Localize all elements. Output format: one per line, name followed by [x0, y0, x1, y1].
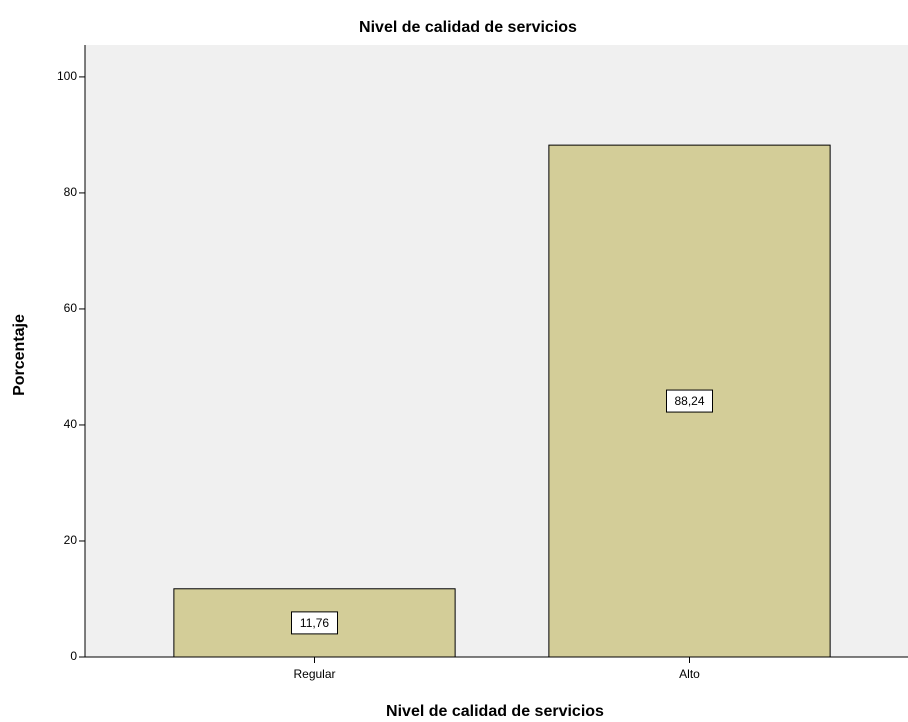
y-tick-label: 80 [64, 185, 78, 199]
y-tick-label: 20 [64, 533, 78, 547]
x-tick-label: Regular [293, 667, 335, 681]
x-axis-title: Nivel de calidad de servicios [386, 703, 604, 720]
y-tick-label: 100 [57, 69, 77, 83]
chart-title: Nivel de calidad de servicios [359, 19, 577, 36]
x-tick-label: Alto [679, 667, 700, 681]
y-tick-label: 40 [64, 417, 78, 431]
y-tick-label: 0 [70, 649, 77, 663]
value-label: 11,76 [300, 616, 329, 630]
value-label-box [666, 389, 713, 413]
value-label: 88,24 [674, 394, 704, 408]
y-tick-label: 60 [64, 301, 78, 315]
y-axis-title: Porcentaje [11, 314, 28, 396]
value-label-box [291, 611, 338, 635]
